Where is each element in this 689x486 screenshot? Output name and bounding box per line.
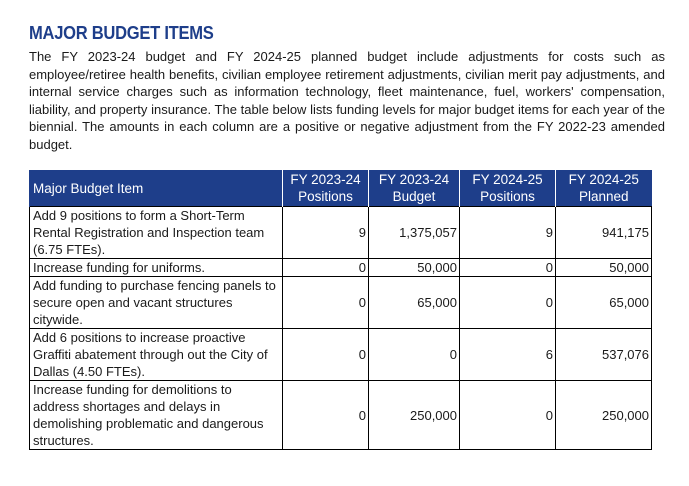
header-major-budget-item: Major Budget Item	[29, 170, 283, 207]
cell-fy25-positions: 0	[459, 276, 556, 329]
cell-fy25-planned: 250,000	[555, 380, 652, 450]
cell-fy25-planned: 537,076	[555, 328, 652, 381]
cell-fy24-positions: 0	[282, 380, 369, 450]
cell-item: Add 6 positions to increase proactive Gr…	[29, 328, 283, 381]
cell-fy25-planned: 65,000	[555, 276, 652, 329]
cell-fy25-positions: 0	[459, 258, 556, 277]
cell-fy25-positions: 9	[459, 206, 556, 259]
cell-item: Increase funding for uniforms.	[29, 258, 283, 277]
budget-items-table: Major Budget Item FY 2023-24 Positions F…	[29, 170, 652, 450]
cell-fy25-planned: 50,000	[555, 258, 652, 277]
header-fy25-positions-line2: Positions	[480, 189, 535, 204]
cell-fy25-positions: 6	[459, 328, 556, 381]
cell-fy24-positions: 0	[282, 276, 369, 329]
table-header-row: Major Budget Item FY 2023-24 Positions F…	[29, 170, 652, 207]
header-fy25-planned-line2: Planned	[578, 189, 629, 204]
cell-fy24-budget: 250,000	[368, 380, 460, 450]
table-row: Increase funding for demolitions to addr…	[29, 380, 652, 450]
cell-fy24-positions: 9	[282, 206, 369, 259]
section-title: MAJOR BUDGET ITEMS	[29, 23, 214, 43]
document-page: MAJOR BUDGET ITEMS The FY 2023-24 budget…	[29, 22, 669, 450]
intro-paragraph: The FY 2023-24 budget and FY 2024-25 pla…	[29, 49, 665, 152]
header-fy24-positions-line1: FY 2023-24	[290, 172, 361, 187]
cell-fy24-positions: 0	[282, 258, 369, 277]
header-fy24-positions-line2: Positions	[298, 189, 353, 204]
table-row: Increase funding for uniforms. 0 50,000 …	[29, 258, 652, 277]
cell-fy24-budget: 1,375,057	[368, 206, 460, 259]
cell-fy25-positions: 0	[459, 380, 556, 450]
header-fy25-positions: FY 2024-25 Positions	[459, 170, 556, 207]
header-fy24-budget-line2: Budget	[392, 189, 436, 204]
header-fy24-budget-line1: FY 2023-24	[378, 172, 450, 187]
header-fy25-planned: FY 2024-25 Planned	[555, 170, 652, 207]
cell-fy24-positions: 0	[282, 328, 369, 381]
cell-fy24-budget: 0	[368, 328, 460, 381]
table-row: Add funding to purchase fencing panels t…	[29, 276, 652, 329]
cell-fy24-budget: 50,000	[368, 258, 460, 277]
cell-item: Increase funding for demolitions to addr…	[29, 380, 283, 450]
table-row: Add 6 positions to increase proactive Gr…	[29, 328, 652, 381]
header-fy24-positions: FY 2023-24 Positions	[282, 170, 369, 207]
cell-fy25-planned: 941,175	[555, 206, 652, 259]
cell-item: Add 9 positions to form a Short-Term Ren…	[29, 206, 283, 259]
cell-fy24-budget: 65,000	[368, 276, 460, 329]
header-fy25-positions-line1: FY 2024-25	[472, 172, 543, 187]
header-fy24-budget: FY 2023-24 Budget	[368, 170, 460, 207]
header-fy25-planned-line1: FY 2024-25	[568, 172, 639, 187]
table-row: Add 9 positions to form a Short-Term Ren…	[29, 206, 652, 259]
cell-item: Add funding to purchase fencing panels t…	[29, 276, 283, 329]
